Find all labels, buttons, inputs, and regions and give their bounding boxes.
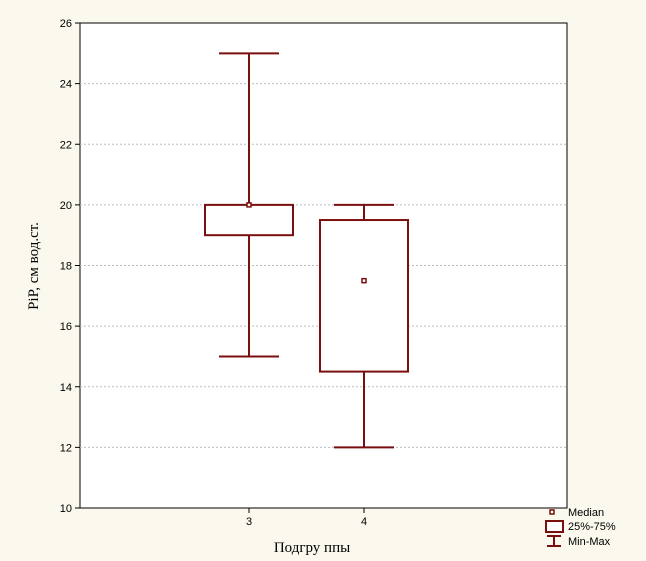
box-group-3 xyxy=(204,52,294,358)
median-marker xyxy=(361,277,367,284)
legend-median-label: Median xyxy=(568,507,604,519)
box-iqr xyxy=(319,219,409,373)
y-tick-label: 14 xyxy=(60,382,72,394)
y-tick-label: 20 xyxy=(60,200,72,212)
y-tick-label: 26 xyxy=(60,18,72,30)
legend: Median 25%-75% Min-Max xyxy=(545,507,616,548)
legend-box-marker xyxy=(545,520,564,533)
legend-box-label: 25%-75% xyxy=(568,521,616,533)
box-series xyxy=(204,52,409,449)
y-axis-title: PiP, см вод.ст. xyxy=(26,222,42,310)
y-tick-label: 10 xyxy=(60,503,72,515)
y-axis-ticks: 10 12 14 16 18 20 22 24 26 xyxy=(60,18,80,515)
y-tick-label: 22 xyxy=(60,139,72,151)
x-axis-title: Подгру ппы xyxy=(274,540,350,556)
box-iqr xyxy=(204,203,294,237)
y-tick-label: 24 xyxy=(60,79,72,91)
x-tick-label: 3 xyxy=(246,516,252,528)
grid-lines xyxy=(80,83,567,448)
y-tick-label: 18 xyxy=(60,261,72,273)
box-group-4 xyxy=(319,203,409,449)
legend-whisker-marker xyxy=(547,535,561,547)
x-tick-label: 4 xyxy=(361,516,367,528)
y-tick-label: 16 xyxy=(60,321,72,333)
y-tick-label: 12 xyxy=(60,442,72,454)
median-marker xyxy=(246,202,252,208)
legend-median-marker xyxy=(549,509,555,515)
legend-whisker-label: Min-Max xyxy=(568,536,611,548)
